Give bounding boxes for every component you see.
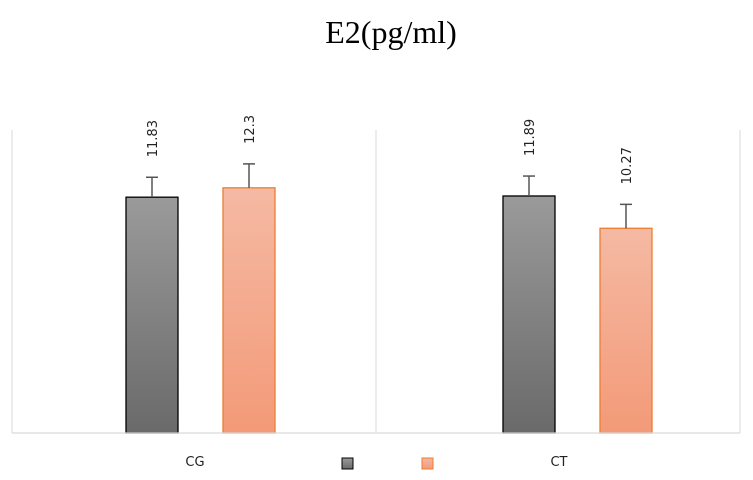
- data-label: 11.83: [146, 120, 161, 157]
- bar-ct-series-1: [502, 195, 556, 434]
- legend: [341, 457, 434, 470]
- chart-title: E2(pg/ml): [325, 14, 457, 50]
- plot-area: 11.83 12.3 CG 11.89 10.27 CT: [11, 115, 741, 470]
- bar-cg-series-2: [222, 187, 276, 434]
- data-label: 11.89: [523, 119, 538, 156]
- data-label: 12.3: [243, 115, 258, 144]
- legend-swatch-series-2: [421, 457, 434, 470]
- x-tick-label: CG: [185, 455, 204, 470]
- bar-cg-series-1: [125, 196, 179, 434]
- x-tick-label: CT: [550, 455, 567, 470]
- legend-swatch-series-1: [341, 457, 354, 470]
- bar-ct-series-2: [599, 227, 653, 434]
- data-label: 10.27: [620, 147, 635, 184]
